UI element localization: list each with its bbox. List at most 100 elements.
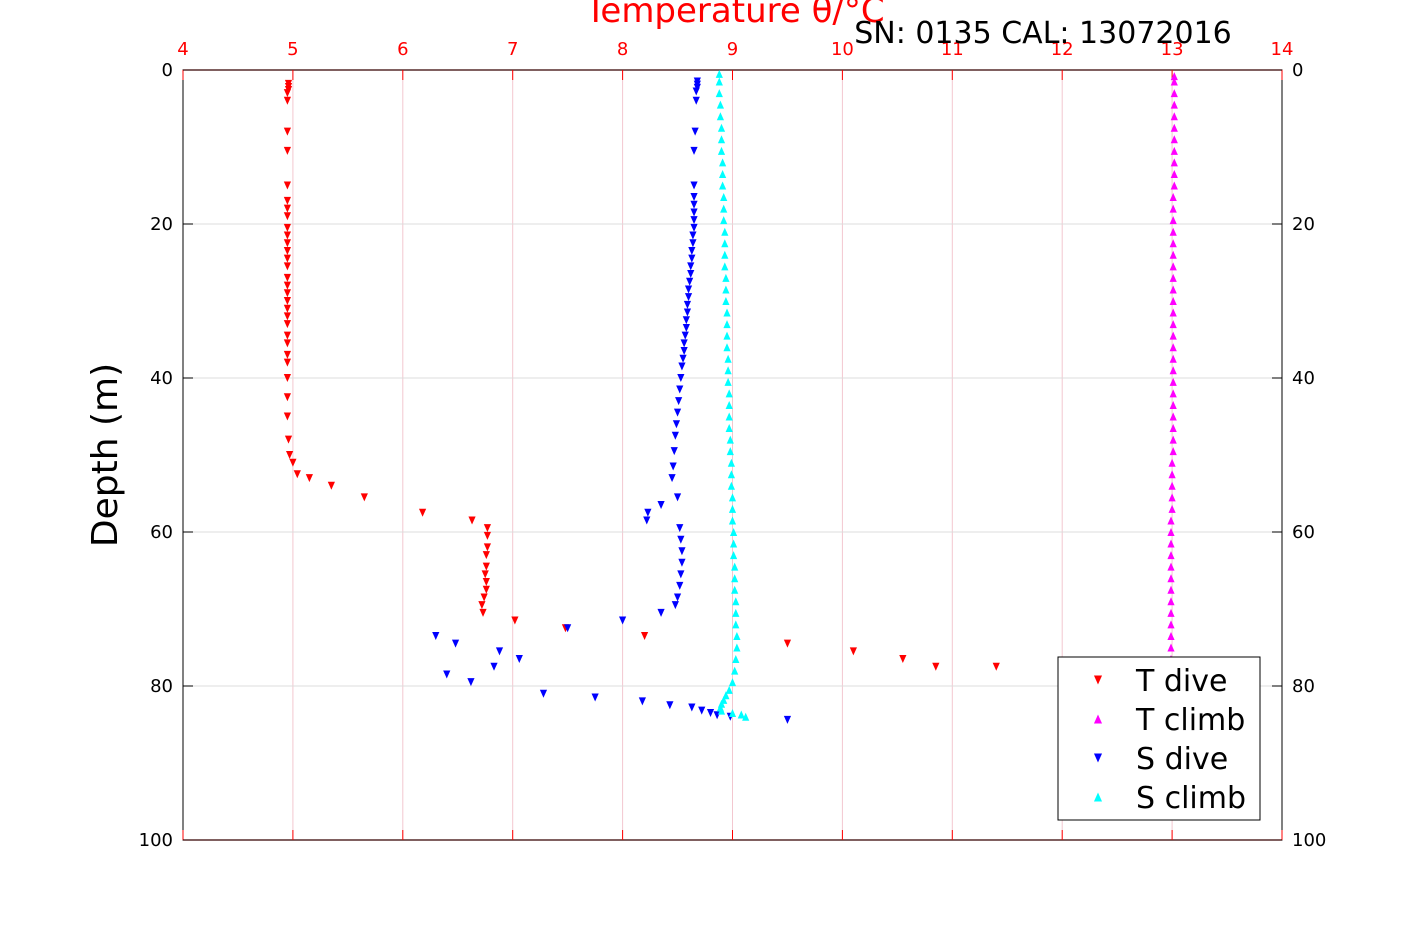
data-point-s-dive <box>643 516 651 525</box>
data-point-s-dive <box>515 655 523 664</box>
y-tick-label-left: 20 <box>150 214 173 235</box>
data-point-s-climb <box>725 685 733 694</box>
data-point-s-climb <box>724 377 732 386</box>
data-point-t-dive <box>283 374 292 382</box>
data-point-t-climb <box>1168 481 1176 490</box>
x-tick-label: 12 <box>1051 39 1074 60</box>
data-point-s-dive <box>690 200 698 209</box>
data-point-s-dive <box>690 193 698 202</box>
data-point-t-dive <box>360 493 368 502</box>
data-point-t-dive <box>283 89 292 98</box>
data-point-s-dive <box>688 246 696 255</box>
data-point-s-dive <box>678 362 686 371</box>
data-point-t-dive <box>293 470 301 479</box>
data-point-s-climb <box>715 77 723 86</box>
data-point-t-climb <box>1169 297 1177 305</box>
data-point-t-climb <box>1169 262 1177 271</box>
data-point-t-dive <box>289 458 297 467</box>
data-point-s-dive <box>688 703 696 712</box>
data-point-s-climb <box>720 204 728 213</box>
data-point-t-dive <box>305 474 313 483</box>
data-point-s-climb <box>728 504 737 513</box>
data-point-t-dive <box>283 358 292 367</box>
data-point-t-dive <box>283 212 292 221</box>
legend-marker-t-climb <box>1093 714 1103 724</box>
data-point-t-dive <box>479 608 487 617</box>
data-point-t-climb <box>1170 112 1178 121</box>
data-point-t-dive <box>511 616 519 625</box>
data-point-s-dive <box>706 708 715 717</box>
data-point-s-climb <box>717 146 726 155</box>
data-point-t-climb <box>1170 72 1178 81</box>
data-point-s-dive <box>681 331 689 340</box>
data-point-s-dive <box>683 300 692 309</box>
data-point-s-dive <box>686 277 694 286</box>
data-point-t-dive <box>483 524 492 533</box>
data-point-t-dive <box>932 662 940 671</box>
data-point-t-dive <box>283 393 292 402</box>
data-point-s-dive <box>676 581 684 590</box>
data-point-s-dive <box>619 616 627 625</box>
data-point-t-dive <box>482 578 490 587</box>
data-point-s-dive <box>539 689 548 698</box>
data-point-s-climb <box>725 400 733 409</box>
data-point-s-dive <box>690 146 698 155</box>
data-point-s-climb <box>727 481 736 490</box>
data-point-s-climb <box>729 539 738 548</box>
data-point-s-dive <box>690 208 698 217</box>
x-tick-label: 4 <box>177 39 188 60</box>
data-point-t-climb <box>1169 227 1177 236</box>
data-point-t-dive <box>283 289 292 298</box>
data-point-s-dive <box>698 706 706 715</box>
data-point-s-dive <box>467 678 475 687</box>
data-point-s-dive <box>490 662 498 671</box>
data-point-t-dive <box>478 601 486 610</box>
x-tick-label: 9 <box>727 39 738 60</box>
data-point-t-dive <box>283 223 292 232</box>
data-point-s-climb <box>731 562 739 571</box>
data-point-s-dive <box>673 493 682 502</box>
y-tick-label-left: 80 <box>150 676 173 697</box>
data-point-s-climb <box>726 435 734 444</box>
data-point-s-climb <box>727 458 736 467</box>
data-point-t-climb <box>1169 308 1177 317</box>
data-point-t-dive <box>418 508 427 517</box>
y-tick-label-right: 20 <box>1292 214 1315 235</box>
data-point-s-climb <box>737 710 745 719</box>
data-point-s-dive <box>690 223 698 232</box>
data-point-t-climb <box>1169 424 1177 433</box>
data-point-t-climb <box>1167 574 1175 583</box>
data-point-s-dive <box>432 631 440 640</box>
data-point-s-dive <box>680 347 688 356</box>
data-point-t-dive <box>482 585 490 594</box>
data-point-t-climb <box>1169 343 1177 352</box>
data-point-t-climb <box>1170 135 1178 144</box>
series-t-dive <box>283 79 1000 671</box>
data-point-t-dive <box>849 647 857 656</box>
data-point-s-dive <box>682 323 690 332</box>
y-tick-label-right: 60 <box>1292 522 1315 543</box>
data-point-t-dive <box>283 273 292 282</box>
data-point-s-climb <box>717 706 726 715</box>
data-point-s-dive <box>668 474 676 483</box>
legend-marker-s-climb <box>1093 792 1103 802</box>
data-point-t-dive <box>468 516 476 525</box>
data-point-t-dive <box>483 543 492 552</box>
data-point-s-dive <box>644 508 652 517</box>
data-point-s-climb <box>723 331 731 340</box>
data-point-t-dive <box>283 181 292 190</box>
data-point-s-climb <box>719 158 727 167</box>
data-point-t-dive <box>283 146 292 155</box>
data-point-s-dive <box>443 670 451 679</box>
y-tick-label-right: 0 <box>1292 60 1303 81</box>
data-point-t-dive <box>482 562 490 571</box>
data-point-t-dive <box>283 320 292 329</box>
data-point-t-climb <box>1169 400 1177 409</box>
data-point-t-climb <box>1169 435 1177 444</box>
series-s-climb <box>715 69 750 721</box>
data-point-s-climb <box>728 708 737 717</box>
data-point-s-climb <box>728 493 737 502</box>
data-point-s-dive <box>657 608 665 617</box>
data-point-t-climb <box>1169 239 1177 248</box>
